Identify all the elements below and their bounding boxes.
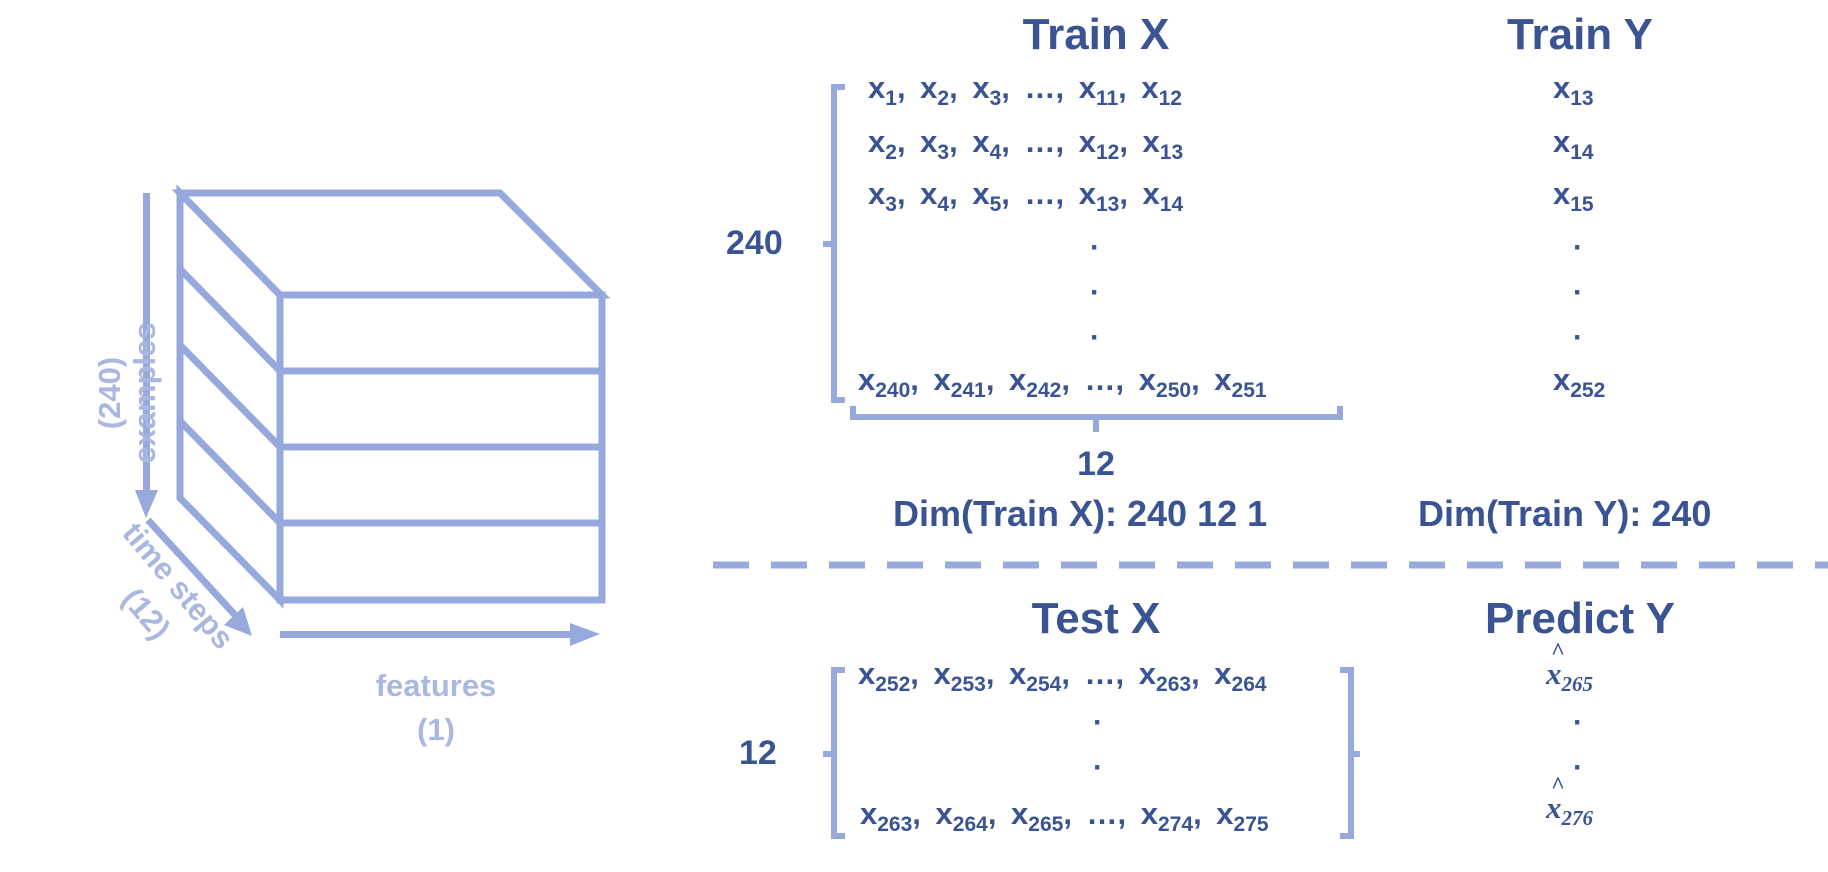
train-y-dimensions: Dim(Train Y): 240 [1418, 493, 1712, 534]
train-y-title: Train Y [1507, 10, 1653, 59]
cube-axis-arrows [135, 193, 600, 646]
features-axis-label: features [375, 668, 497, 703]
features-count-label: (1) [417, 712, 455, 747]
train-y-value: x15 [1553, 176, 1594, 217]
train-x-row: x1, x2, x3, …, x11, x12 [868, 70, 1182, 111]
train-x-row: x3, x4, x5, …, x13, x14 [868, 176, 1184, 217]
predict-y-value: x ^ 265 [1546, 639, 1593, 697]
brackets [823, 84, 1360, 839]
train-x-row-count: 240 [726, 224, 783, 262]
train-y-value: x14 [1553, 124, 1594, 165]
examples-count-label: (240) [92, 356, 127, 430]
predict-y-vertical-dots: · · [1573, 706, 1583, 784]
train-x-vertical-dots: · · · [1090, 231, 1100, 354]
train-x-row: x240, x241, x242, …, x250, x251 [858, 362, 1267, 403]
train-y-vertical-dots: · · · [1573, 231, 1583, 354]
test-x-vertical-dots: · · [1093, 706, 1103, 784]
examples-axis-label: examples [127, 303, 163, 483]
train-x-title: Train X [1022, 10, 1170, 59]
test-x-row: x252, x253, x254, …, x263, x264 [858, 656, 1267, 697]
predict-y-value: x ^ 276 [1546, 773, 1593, 831]
examples-label: examples [127, 322, 162, 464]
train-y-value: x13 [1553, 70, 1594, 111]
predict-y-title: Predict Y [1485, 594, 1675, 643]
test-x-title: Test X [1031, 594, 1161, 643]
cube-drawing [171, 184, 611, 609]
train-x-row: x2, x3, x4, …, x12, x13 [868, 124, 1184, 165]
test-x-row: x263, x264, x265, …, x274, x275 [860, 796, 1269, 837]
train-x-col-count: 12 [1077, 445, 1115, 483]
train-x-dimensions: Dim(Train X): 240 12 1 [893, 493, 1268, 534]
train-y-value: x252 [1553, 362, 1606, 403]
test-x-row-count: 12 [739, 734, 777, 772]
